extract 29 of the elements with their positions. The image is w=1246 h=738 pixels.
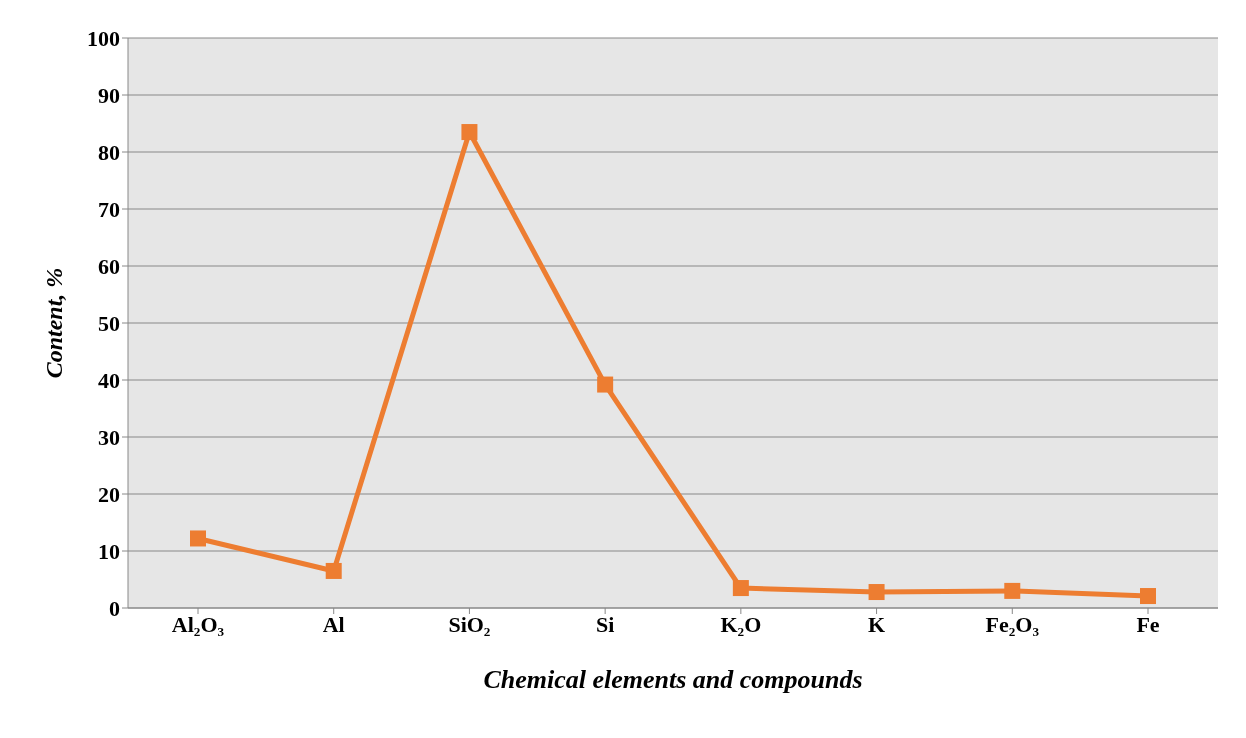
x-tick-label: K₂O [720,611,762,637]
y-tick-label: 40 [98,367,120,393]
y-tick-label: 10 [98,538,120,564]
x-tick-label: Fe₂O₃ [985,611,1040,637]
point [190,530,206,547]
y-tick-label: 30 [98,424,120,450]
point [1004,582,1021,599]
y-tick-label: 0 [109,595,120,621]
point [868,584,885,601]
point [325,562,342,579]
x-tick-label: Fe [1136,611,1160,637]
point [597,376,614,393]
x-tick-label: SiO₂ [448,611,491,637]
point [461,124,478,141]
y-axis-title: Content, % [40,267,67,379]
x-tick-label: Al [322,611,345,637]
y-tick-label: 50 [98,310,120,336]
y-tick-label: 70 [98,196,120,222]
x-tick-label: Al₂O₃ [171,611,225,637]
y-tick-label: 60 [98,253,120,279]
x-axis-title: Chemical elements and compounds [483,665,863,694]
point [732,580,749,597]
y-tick-label: 100 [87,25,120,51]
y-tick-label: 80 [98,139,120,165]
y-tick-label: 90 [98,82,120,108]
x-tick-label: K [868,611,886,637]
point [1140,588,1156,605]
x-tick-label: Si [595,611,615,637]
y-tick-label: 20 [98,481,120,507]
